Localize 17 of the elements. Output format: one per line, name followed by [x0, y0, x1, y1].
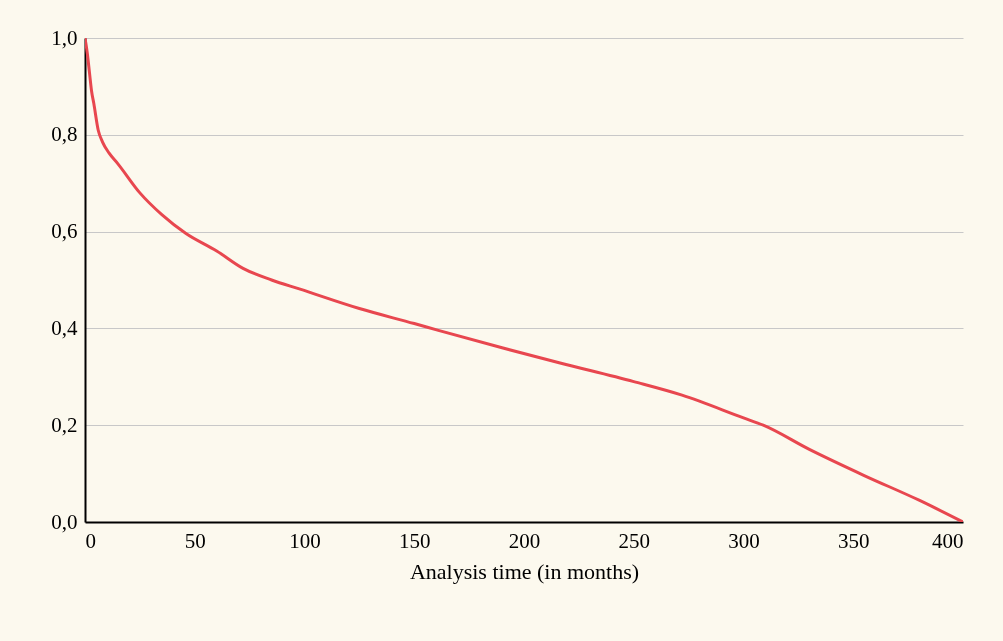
y-tick-label: 0,2 [51, 412, 78, 437]
x-tick-label: 100 [289, 528, 321, 553]
y-tick-label: 1,0 [51, 25, 78, 50]
x-tick-label: 0 [85, 528, 96, 553]
x-axis-title: Analysis time (in months) [409, 558, 640, 584]
x-tick-label: 350 [838, 528, 870, 553]
y-tick-label: 0,4 [51, 315, 78, 340]
y-tick-label: 0,0 [51, 509, 78, 534]
x-tick-label: 250 [618, 528, 650, 553]
line-series [85, 38, 963, 522]
x-tick-label: 400 [932, 528, 964, 553]
x-tick-label: 200 [508, 528, 541, 553]
y-tick-label: 0,8 [51, 122, 78, 147]
x-tick-label: 300 [728, 528, 760, 553]
x-tick-label: 150 [399, 528, 431, 553]
y-tick-label: 0,6 [51, 219, 78, 244]
x-tick-label: 50 [184, 528, 206, 553]
